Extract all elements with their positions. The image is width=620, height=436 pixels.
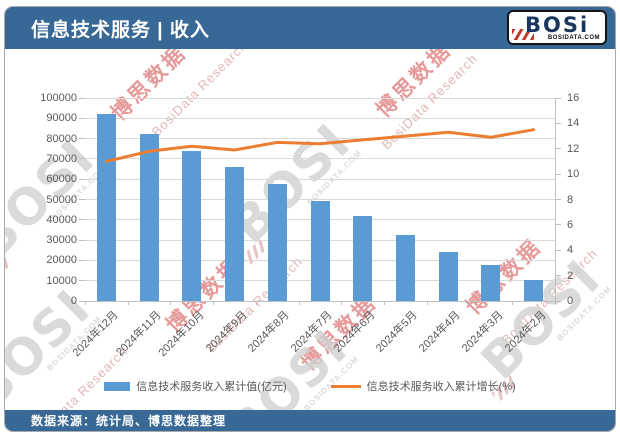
legend-item-line-series: 信息技术服务收入累计增长(%) bbox=[330, 378, 516, 394]
right-axis-tick bbox=[555, 173, 561, 175]
x-axis-tick bbox=[170, 301, 172, 305]
footer-bar: 数据来源：统计局、博思数据整理 bbox=[5, 410, 615, 431]
x-axis-tick bbox=[255, 301, 257, 305]
right-axis-line bbox=[555, 98, 556, 301]
right-axis-tick bbox=[555, 224, 561, 226]
gridline bbox=[85, 117, 555, 119]
right-axis-label: 8 bbox=[567, 193, 574, 206]
left-axis-tick bbox=[79, 97, 85, 99]
watermark-en-text: BosiData Research bbox=[148, 49, 251, 140]
left-axis-label: 30000 bbox=[46, 234, 77, 247]
bar bbox=[481, 265, 501, 301]
left-axis-tick bbox=[79, 280, 85, 282]
gridline bbox=[85, 97, 555, 99]
left-axis-label: 50000 bbox=[46, 193, 77, 206]
left-axis-tick bbox=[79, 239, 85, 241]
x-axis-line bbox=[79, 301, 561, 302]
left-axis-label: 20000 bbox=[46, 254, 77, 267]
bar bbox=[225, 167, 245, 301]
logo-subtext: BOSIDATA.COM bbox=[547, 35, 600, 41]
logo-stripes-icon bbox=[512, 29, 534, 40]
left-axis-label: 10000 bbox=[46, 274, 77, 287]
bar-swatch-icon bbox=[104, 381, 131, 391]
x-axis-tick bbox=[426, 301, 428, 305]
x-axis-tick bbox=[341, 301, 343, 305]
x-axis-tick bbox=[512, 301, 514, 305]
left-axis-label: 100000 bbox=[40, 92, 77, 104]
legend-label-line: 信息技术服务收入累计增长(%) bbox=[366, 381, 516, 393]
bar bbox=[395, 235, 415, 301]
right-axis-label: 4 bbox=[567, 244, 574, 257]
right-axis-tick bbox=[555, 275, 561, 277]
left-axis-label: 60000 bbox=[46, 173, 77, 186]
bar bbox=[267, 184, 287, 301]
left-axis-tick bbox=[79, 158, 85, 160]
right-axis-label: 10 bbox=[567, 168, 580, 181]
left-axis-label: 90000 bbox=[46, 112, 77, 125]
gridline bbox=[85, 178, 555, 180]
x-axis-tick bbox=[298, 301, 300, 305]
bar bbox=[96, 114, 116, 301]
bar bbox=[353, 216, 373, 301]
right-axis-label: 16 bbox=[567, 92, 580, 104]
source-note: 数据来源：统计局、博思数据整理 bbox=[31, 414, 227, 428]
bar bbox=[310, 201, 330, 301]
watermark-cn-text: 博思数据 bbox=[461, 234, 547, 320]
bar bbox=[438, 252, 458, 301]
x-axis-tick bbox=[384, 301, 386, 305]
left-axis-label: 80000 bbox=[46, 132, 77, 145]
x-axis-tick bbox=[469, 301, 471, 305]
left-axis-tick bbox=[79, 259, 85, 261]
left-axis-tick bbox=[79, 219, 85, 221]
right-axis-tick bbox=[555, 97, 561, 99]
logo-text: BOSi bbox=[525, 13, 590, 37]
x-axis-tick bbox=[213, 301, 215, 305]
legend: 信息技术服务收入累计值(亿元) 信息技术服务收入累计增长(%) bbox=[5, 378, 615, 394]
left-axis-tick bbox=[79, 178, 85, 180]
page-title: 信息技术服务 | 收入 bbox=[31, 19, 210, 41]
gridline bbox=[85, 199, 555, 200]
right-axis-label: 12 bbox=[567, 142, 580, 155]
bosi-logo: BOSi BOSIDATA.COM bbox=[507, 10, 607, 45]
right-axis-label: 0 bbox=[567, 295, 574, 307]
right-axis-tick bbox=[555, 199, 561, 200]
right-axis-tick bbox=[555, 148, 561, 150]
report-card: 信息技术服务 | 收入 BOSi BOSIDATA.COM 信息技术服务收入累计… bbox=[4, 6, 616, 432]
x-axis-tick bbox=[555, 301, 556, 305]
right-axis-tick bbox=[555, 122, 561, 124]
right-axis-label: 2 bbox=[567, 269, 574, 282]
left-axis-label: 0 bbox=[70, 295, 77, 307]
left-axis-tick bbox=[79, 199, 85, 200]
bar bbox=[139, 134, 159, 301]
watermark-cn-text: 博思数据 bbox=[371, 49, 457, 123]
right-axis-label: 14 bbox=[567, 117, 580, 130]
legend-item-bar-series: 信息技术服务收入累计值(亿元) bbox=[104, 378, 287, 394]
bar bbox=[524, 280, 544, 301]
line-swatch-icon bbox=[330, 384, 361, 388]
left-axis-label: 40000 bbox=[46, 213, 77, 226]
header-bar: 信息技术服务 | 收入 BOSi BOSIDATA.COM bbox=[5, 7, 615, 49]
chart-canvas: 信息技术服务收入累计值(亿元) 信息技术服务收入累计增长(%) 博思数据 博思数据… bbox=[5, 49, 615, 410]
x-axis-tick bbox=[127, 301, 129, 305]
left-axis-label: 70000 bbox=[46, 152, 77, 165]
right-axis-tick bbox=[555, 249, 561, 251]
x-axis-tick bbox=[85, 301, 86, 305]
right-axis-label: 6 bbox=[567, 218, 574, 231]
bar bbox=[182, 150, 202, 301]
left-axis-tick bbox=[79, 138, 85, 140]
legend-label-bar: 信息技术服务收入累计值(亿元) bbox=[136, 381, 287, 393]
left-axis-tick bbox=[79, 117, 85, 119]
watermark-cn-text: 博思数据 bbox=[106, 49, 192, 126]
